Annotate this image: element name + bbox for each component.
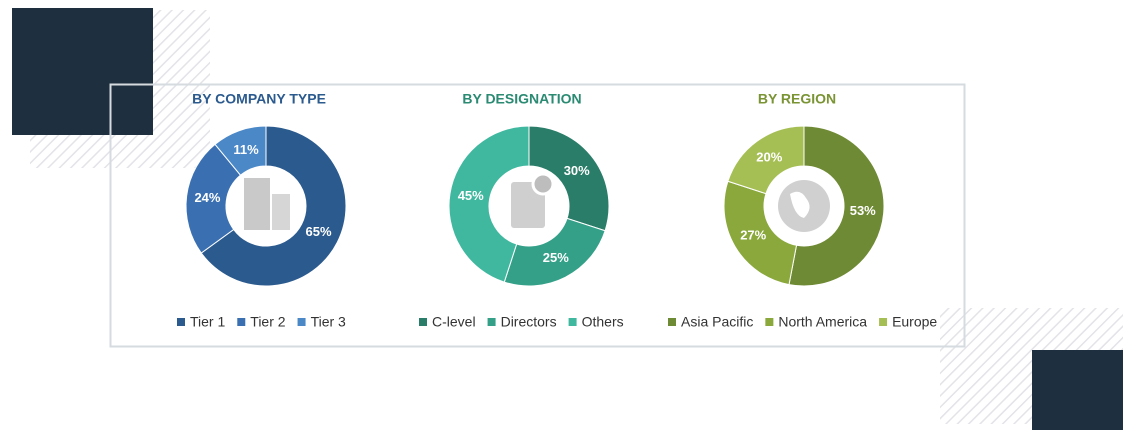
value-label: 30% xyxy=(564,163,590,178)
value-label: 65% xyxy=(306,224,332,239)
icon xyxy=(790,191,810,218)
legend-swatch xyxy=(419,318,427,326)
legend-label: Tier 3 xyxy=(311,314,346,330)
donut-slice xyxy=(200,125,347,287)
donut-slice xyxy=(723,180,798,286)
donut-slice xyxy=(788,125,885,287)
legend-label: Directors xyxy=(501,314,557,330)
dark-square xyxy=(1032,350,1123,430)
legend-label: Others xyxy=(582,314,624,330)
legend-label: North America xyxy=(778,314,867,330)
donut-slice xyxy=(185,143,242,254)
legend-swatch xyxy=(177,318,185,326)
chart-title: BY DESIGNATION xyxy=(462,91,581,107)
donut-slice xyxy=(528,125,610,232)
legend-swatch xyxy=(668,318,676,326)
donut-slice xyxy=(214,125,267,176)
donut-slice xyxy=(448,125,530,283)
legend-label: Tier 2 xyxy=(250,314,285,330)
chart-title: BY REGION xyxy=(758,91,836,107)
legend-label: C-level xyxy=(432,314,476,330)
dark-square xyxy=(12,8,153,135)
legend-swatch xyxy=(297,318,306,326)
frame xyxy=(109,83,966,348)
icon xyxy=(511,182,545,228)
charts: BY COMPANY TYPE 65% 24% 11% Tier 1 Tier 2 Tier… xyxy=(177,91,937,330)
donut-slice xyxy=(503,217,606,287)
legend-label: Asia Pacific xyxy=(681,314,753,330)
icon xyxy=(244,178,270,230)
value-label: 11% xyxy=(233,142,259,157)
legend-swatch xyxy=(879,318,888,326)
value-label: 20% xyxy=(756,150,782,165)
value-label: 45% xyxy=(458,188,484,203)
icon xyxy=(531,172,555,196)
value-label: 53% xyxy=(850,203,876,218)
value-label: 24% xyxy=(194,190,220,205)
value-label: 25% xyxy=(543,250,569,265)
legend-swatch xyxy=(765,318,774,326)
legend-label: Europe xyxy=(892,314,937,330)
legend-label: Tier 1 xyxy=(190,314,225,330)
icon xyxy=(272,194,290,230)
donut-slice xyxy=(727,125,805,195)
legend-swatch xyxy=(568,318,577,326)
chart-title: BY COMPANY TYPE xyxy=(192,91,326,107)
legend-swatch xyxy=(237,318,246,326)
legend-swatch xyxy=(487,318,496,326)
value-label: 27% xyxy=(740,227,766,242)
